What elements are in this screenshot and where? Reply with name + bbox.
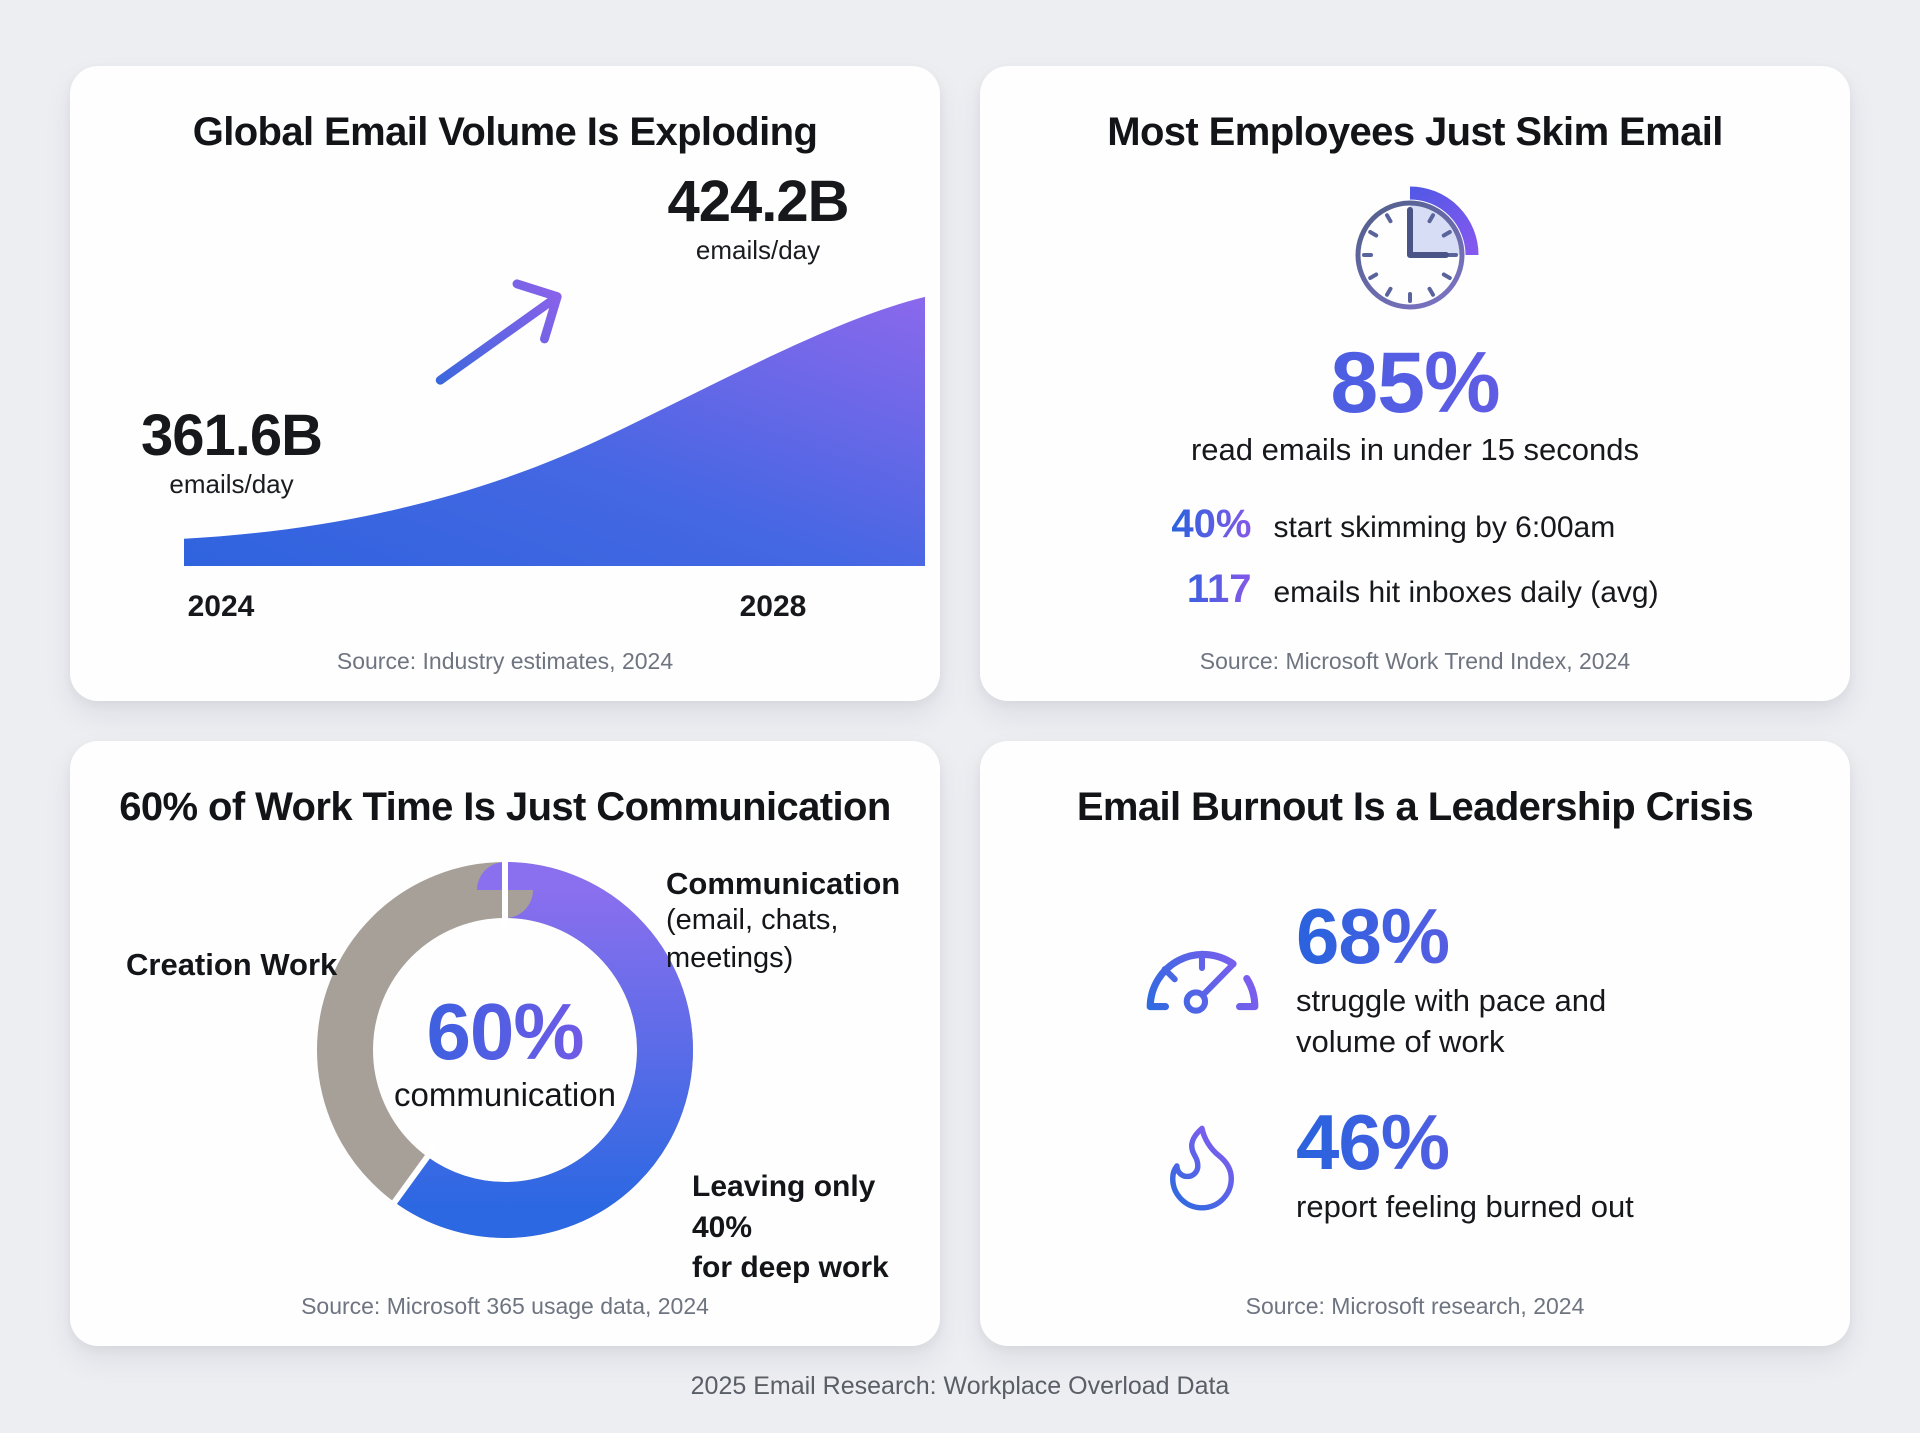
clock-progress-arc bbox=[1409, 186, 1479, 256]
start-unit-label: emails/day bbox=[169, 468, 294, 499]
year-end-label: 2028 bbox=[739, 590, 807, 623]
card-title: Global Email Volume Is Exploding bbox=[192, 110, 818, 154]
communication-label: Communication (email, chats, meetings) bbox=[666, 865, 940, 978]
clock-quarter-fill bbox=[1410, 203, 1462, 255]
donut-chart-area: 60% communication Creation Work Communic… bbox=[70, 831, 940, 1307]
communication-label-title: Communication bbox=[666, 866, 901, 901]
burnout-stat: 68% struggle with pace and volume of wor… bbox=[1296, 897, 1606, 1063]
card-grid: Global Email Volume Is Exploding 424.2B … bbox=[70, 66, 1850, 1346]
page-footer: 2025 Email Research: Workplace Overload … bbox=[690, 1372, 1230, 1400]
donut-center-value: 60% bbox=[355, 990, 655, 1074]
end-unit-label: emails/day bbox=[695, 234, 821, 265]
headline-stat-value: 85% bbox=[1016, 338, 1814, 429]
creation-work-label: Creation Work bbox=[126, 947, 338, 982]
stat-value: 68% bbox=[1296, 897, 1606, 975]
deep-work-label: Leaving only 40% for deep work bbox=[692, 1170, 889, 1284]
source-note: Source: Microsoft Work Trend Index, 2024 bbox=[1199, 648, 1631, 674]
stat-value: 40% bbox=[1171, 502, 1252, 547]
source-note: Source: Industry estimates, 2024 bbox=[336, 648, 674, 674]
burnout-stat-row: 68% struggle with pace and volume of wor… bbox=[1134, 897, 1814, 1063]
card-skim-email: Most Employees Just Skim Email bbox=[980, 66, 1850, 701]
skim-stats-list: 40% start skimming by 6:00am 117 emails … bbox=[1016, 502, 1814, 612]
card-email-burnout: Email Burnout Is a Leadership Crisis bbox=[980, 741, 1850, 1346]
clock-face bbox=[1355, 200, 1465, 310]
year-start-label: 2024 bbox=[187, 590, 255, 623]
card-title: Email Burnout Is a Leadership Crisis bbox=[1076, 785, 1754, 829]
card-title: Most Employees Just Skim Email bbox=[1107, 110, 1723, 154]
end-value: 424.2B bbox=[667, 169, 849, 234]
donut-chart bbox=[317, 859, 693, 1238]
donut-separator-end bbox=[387, 1143, 439, 1211]
gauge-icon bbox=[1134, 917, 1270, 1019]
card-email-volume: Global Email Volume Is Exploding 424.2B … bbox=[70, 66, 940, 701]
clock-hands bbox=[1407, 207, 1449, 258]
stat-label: report feeling burned out bbox=[1296, 1188, 1634, 1224]
area-series bbox=[184, 296, 925, 566]
headline-stat-label: read emails in under 15 seconds bbox=[1190, 432, 1640, 468]
stat-label: start skimming by 6:00am bbox=[1273, 511, 1616, 545]
card-communication-time: 60% of Work Time Is Just Communication 6… bbox=[70, 741, 940, 1346]
source-note: Source: Microsoft research, 2024 bbox=[1245, 1293, 1585, 1319]
email-volume-chart: 424.2B emails/day 361.6B emails/day bbox=[106, 158, 925, 632]
flame-icon bbox=[1134, 1105, 1270, 1227]
stat-value: 117 bbox=[1171, 567, 1252, 612]
burnout-stat: 46% report feeling burned out bbox=[1296, 1103, 1634, 1228]
start-value: 361.6B bbox=[140, 403, 323, 468]
card-title: 60% of Work Time Is Just Communication bbox=[119, 785, 891, 829]
burnout-stat-row: 46% report feeling burned out bbox=[1134, 1103, 1814, 1228]
burnout-stats-list: 68% struggle with pace and volume of wor… bbox=[1016, 897, 1814, 1228]
stat-label: struggle with pace and volume of work bbox=[1296, 983, 1607, 1059]
end-value-callout: 424.2B emails/day bbox=[638, 169, 878, 266]
clock-icon bbox=[1355, 186, 1479, 310]
donut-center-callout: 60% communication bbox=[355, 990, 655, 1114]
stat-label: emails hit inboxes daily (avg) bbox=[1273, 576, 1659, 610]
stat-value: 46% bbox=[1296, 1103, 1634, 1181]
communication-label-sub: (email, chats, meetings) bbox=[666, 904, 839, 974]
growth-arrow-icon bbox=[435, 279, 562, 385]
area-chart bbox=[184, 296, 925, 566]
clock-ticks bbox=[1362, 207, 1458, 303]
donut-center-label: communication bbox=[394, 1076, 616, 1113]
start-value-callout: 361.6B emails/day bbox=[124, 403, 339, 500]
source-note: Source: Microsoft 365 usage data, 2024 bbox=[301, 1293, 709, 1319]
